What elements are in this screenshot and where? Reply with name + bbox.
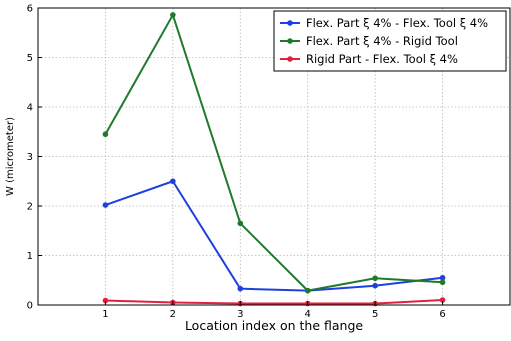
legend-label: Flex. Part ξ 4% - Flex. Tool ξ 4% xyxy=(306,16,488,30)
x-tick-label: 6 xyxy=(439,309,445,320)
legend-label: Flex. Part ξ 4% - Rigid Tool xyxy=(306,34,458,48)
data-point xyxy=(439,279,446,286)
data-point xyxy=(170,12,176,18)
y-tick-label: 0 xyxy=(27,301,33,312)
y-tick-label: 1 xyxy=(27,251,33,262)
y-tick-label: 6 xyxy=(27,4,33,15)
legend-swatch-marker xyxy=(287,38,293,44)
axis-ticks: 1 2 3 4 5 6 0 1 2 3 4 5 6 xyxy=(27,4,446,321)
y-tick-label: 3 xyxy=(27,152,33,163)
data-point xyxy=(102,131,109,138)
x-tick-label: 3 xyxy=(237,309,243,320)
x-tick-label: 2 xyxy=(170,309,176,320)
y-tick-label: 2 xyxy=(27,202,33,213)
legend-label: Rigid Part - Flex. Tool ξ 4% xyxy=(306,52,458,66)
legend: Flex. Part ξ 4% - Flex. Tool ξ 4% Flex. P… xyxy=(273,10,507,72)
series-line-1 xyxy=(105,180,443,292)
data-point xyxy=(372,282,378,289)
legend-swatch-marker xyxy=(287,20,293,26)
data-point xyxy=(102,297,109,304)
data-point xyxy=(237,285,244,292)
legend-swatch-marker xyxy=(287,56,293,62)
legend-box xyxy=(273,10,507,72)
data-point xyxy=(237,220,244,227)
y-tick-label: 5 xyxy=(27,53,33,64)
series-line-2 xyxy=(104,13,443,292)
data-point xyxy=(102,202,109,208)
data-point xyxy=(304,287,311,294)
data-point xyxy=(439,297,446,303)
series-line-3 xyxy=(105,299,443,305)
y-axis-label: W (micrometer) xyxy=(5,117,16,196)
x-axis-label: Location index on the flange xyxy=(185,318,363,333)
x-tick-label: 5 xyxy=(372,309,378,320)
data-point xyxy=(372,275,378,282)
x-tick-label: 1 xyxy=(102,309,108,320)
data-point xyxy=(170,178,176,185)
x-tick-label: 4 xyxy=(305,309,311,320)
data-point xyxy=(439,274,446,281)
y-tick-label: 4 xyxy=(27,103,33,114)
